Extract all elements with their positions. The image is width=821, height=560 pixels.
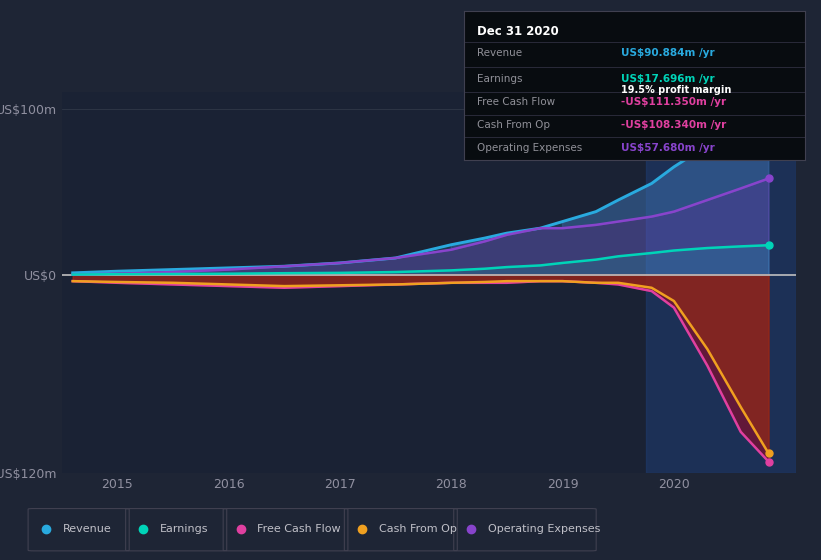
Text: US$57.680m /yr: US$57.680m /yr bbox=[621, 143, 714, 153]
Text: Operating Expenses: Operating Expenses bbox=[478, 143, 583, 153]
Text: Operating Expenses: Operating Expenses bbox=[488, 524, 600, 534]
Text: Cash From Op: Cash From Op bbox=[378, 524, 456, 534]
Text: Revenue: Revenue bbox=[478, 49, 523, 58]
Text: 19.5% profit margin: 19.5% profit margin bbox=[621, 85, 731, 95]
Text: Free Cash Flow: Free Cash Flow bbox=[258, 524, 341, 534]
Text: Revenue: Revenue bbox=[62, 524, 111, 534]
Text: -US$111.350m /yr: -US$111.350m /yr bbox=[621, 97, 726, 108]
Text: -US$108.340m /yr: -US$108.340m /yr bbox=[621, 120, 726, 130]
Text: Cash From Op: Cash From Op bbox=[478, 120, 551, 130]
Text: US$90.884m /yr: US$90.884m /yr bbox=[621, 49, 714, 58]
Text: Free Cash Flow: Free Cash Flow bbox=[478, 97, 556, 108]
Text: US$17.696m /yr: US$17.696m /yr bbox=[621, 74, 714, 84]
Bar bbox=[646, 92, 796, 473]
Text: Dec 31 2020: Dec 31 2020 bbox=[478, 25, 559, 38]
Text: Earnings: Earnings bbox=[160, 524, 209, 534]
Text: Earnings: Earnings bbox=[478, 74, 523, 84]
